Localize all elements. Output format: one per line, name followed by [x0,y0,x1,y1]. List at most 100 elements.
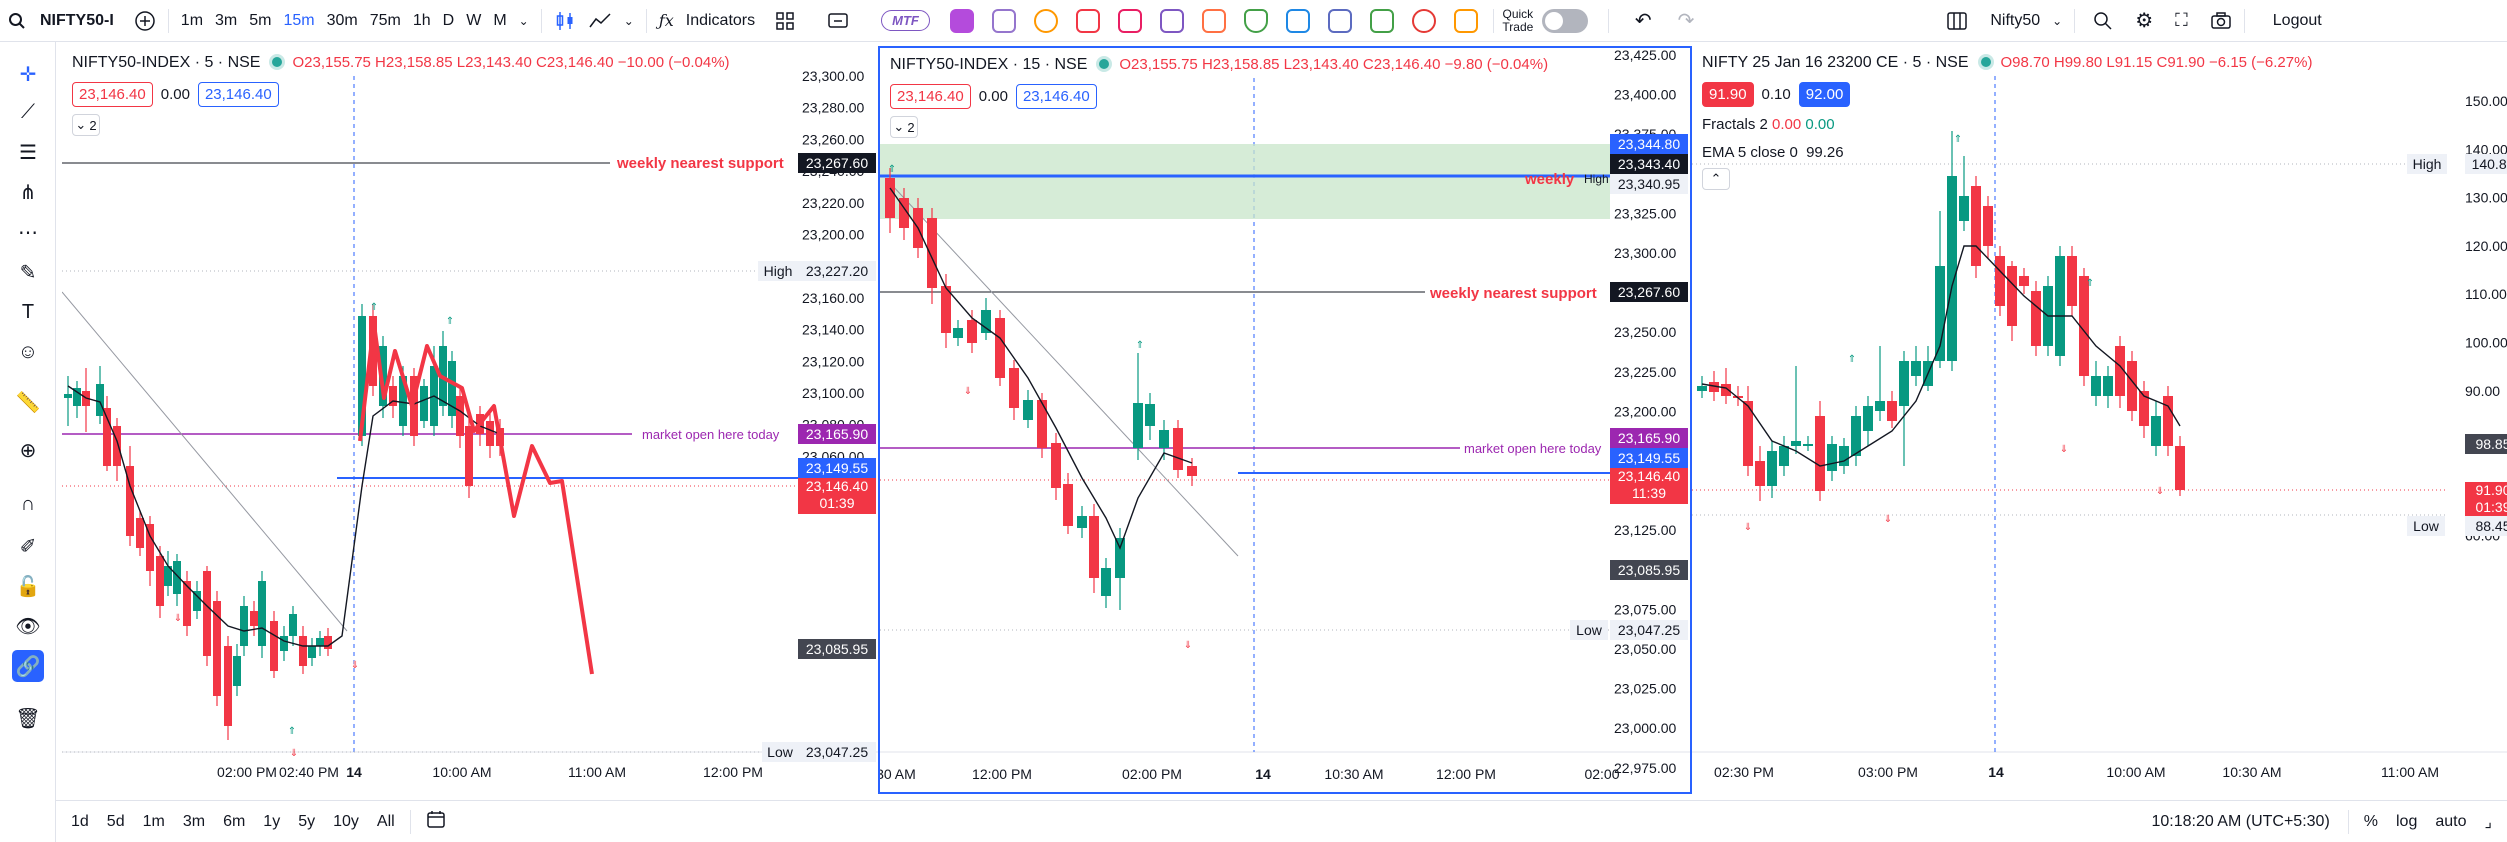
interval-5m[interactable]: 5m [249,11,272,29]
chart-panel-1[interactable]: 23,300.0023,280.0023,260.0023,240.0023,2… [62,46,878,794]
magnet-icon[interactable]: ∩ [20,492,36,515]
chevron-down-icon[interactable]: ⌄ [2052,13,2063,28]
horizontal-lines-icon[interactable]: ☰ [19,141,37,164]
range-6m[interactable]: 6m [223,812,246,830]
interval-75m[interactable]: 75m [369,11,401,29]
mtf-button[interactable]: MTF [875,5,936,37]
collapse-indicators-button[interactable]: ⌄ 2 [72,114,100,136]
percent-scale-toggle[interactable]: % [2363,812,2378,830]
text-icon[interactable]: T [21,300,35,323]
candle [233,656,241,686]
calendar-icon[interactable] [1117,8,1142,33]
quick-trade-toggle[interactable] [1541,8,1588,33]
emoji-icon[interactable]: ☺ [17,340,39,363]
buy-button[interactable]: 92.00 [1798,82,1851,107]
undo-icon[interactable]: ↶ [1634,10,1652,32]
eye-icon[interactable]: 👁 [15,615,41,638]
shield-icon[interactable] [1243,8,1268,33]
arrows-icon[interactable] [1159,8,1184,33]
symbol-title[interactable]: NIFTY50-INDEX · 15 · NSE [890,56,1088,73]
interval-w[interactable]: W [466,11,482,29]
symbol-search-field[interactable]: NIFTY50-I [40,11,114,29]
sell-button[interactable]: 23,146.40 [72,82,153,107]
zoom-in-icon[interactable]: ⊕ [19,439,37,462]
orange-coin-icon[interactable] [1033,8,1058,33]
lock-icon[interactable]: 🔓 [15,575,41,598]
calendar-goto-icon[interactable] [417,809,455,834]
chevron-down-icon[interactable]: ⌄ [518,13,529,28]
range-all[interactable]: All [376,812,395,830]
purple-app-icon[interactable] [949,8,974,33]
range-1d[interactable]: 1d [71,812,89,830]
redo-icon[interactable]: ↷ [1677,10,1695,32]
add-symbol-icon[interactable] [128,5,162,37]
range-1y[interactable]: 1y [263,812,281,830]
candle [456,396,464,436]
basket-icon[interactable] [1201,8,1226,33]
collapse-indicators-button[interactable]: ⌃ [1702,168,1730,190]
ticket-icon[interactable] [1453,8,1478,33]
clock-display[interactable]: 10:18:20 AM (UTC+5:30) [2151,812,2330,830]
symbol-title[interactable]: NIFTY 25 Jan 16 23200 CE · 5 · NSE [1702,54,1969,71]
layout-grid-icon[interactable] [769,5,801,37]
trash-icon[interactable]: 🗑 [15,707,41,730]
settings-icon[interactable]: ⚙ [2135,10,2154,32]
chevron-down-icon[interactable]: ⌄ [623,13,634,28]
alert-icon[interactable] [821,5,855,37]
pencil-lock-icon[interactable]: ✐ [19,535,37,558]
interval-3m[interactable]: 3m [215,11,238,29]
interval-1m[interactable]: 1m [180,11,204,29]
buy-button[interactable]: 23,146.40 [1015,84,1097,109]
candles-chart-type-icon[interactable] [548,5,582,37]
interval-15m[interactable]: 15m [283,11,315,29]
exit-icon[interactable] [1075,8,1100,33]
auto-scale-toggle[interactable]: auto [2435,812,2467,830]
trend-line-icon[interactable]: ⟋ [21,100,35,123]
line-chart-icon[interactable] [582,5,618,37]
chart-panel-3[interactable]: 150.00 140.00 130.00 120.00 110.00 100.00 90.0… [1692,46,2507,794]
watchlist-select[interactable]: Nifty50 [1990,11,2041,29]
fractals-indicator-legend[interactable]: Fractals 2 0.00 0.00 [1702,116,1835,133]
logout-button[interactable]: Logout [2272,11,2322,29]
trend-icon[interactable] [1285,8,1310,33]
log-scale-toggle[interactable]: log [2396,812,2418,830]
symbol-title[interactable]: NIFTY50-INDEX · 5 · NSE [72,54,261,71]
range-1m[interactable]: 1m [142,812,165,830]
interval-d[interactable]: D [442,11,455,29]
interval-1h[interactable]: 1h [412,11,431,29]
sell-button[interactable]: 23,146.40 [890,84,971,109]
chart-panel-2[interactable]: 23,425.0023,400.0023,375.0023,350.0023,3… [878,46,1692,794]
low-label-bg [2407,516,2445,536]
candle [2007,266,2017,326]
interval-m[interactable]: M [493,11,507,29]
search-icon[interactable] [0,5,32,37]
zoom-icon[interactable] [2087,5,2119,37]
settings-alert-icon[interactable] [1411,8,1436,33]
divider [540,8,542,33]
sell-button[interactable]: 91.90 [1702,82,1754,107]
pitchfork-icon[interactable]: ⋔ [19,181,37,204]
range-10y[interactable]: 10y [333,812,359,830]
camera-icon[interactable] [2204,5,2238,37]
indicators-icon[interactable]: ƒx [658,11,674,30]
interval-30m[interactable]: 30m [326,11,358,29]
layout-panels-icon[interactable] [1940,5,1974,37]
buy-button[interactable]: 23,146.40 [197,82,279,107]
price-tick-label: 23,225.00 [1614,364,1676,380]
link-icon[interactable]: 🔗 [12,650,44,682]
range-5y[interactable]: 5y [298,812,316,830]
brush-icon[interactable]: ✎ [19,261,37,284]
range-5d[interactable]: 5d [106,812,125,830]
ruler-icon[interactable]: 📏 [15,391,41,414]
crosshair-icon[interactable]: ✛ [19,63,37,86]
scan-icon[interactable] [1327,8,1352,33]
fullscreen-icon[interactable]: ⛶ [2175,10,2188,30]
range-3m[interactable]: 3m [182,812,206,830]
bar-chart-icon[interactable] [1369,8,1394,33]
patterns-icon[interactable]: ⋯ [18,221,38,244]
collapse-indicators-button[interactable]: ⌄ 2 [890,116,918,138]
chart-grid-icon[interactable] [991,8,1016,33]
ema-indicator-legend[interactable]: EMA 5 close 0 99.26 [1702,144,1844,161]
expand-icon[interactable]: ⌟ [2484,813,2493,831]
indicators-button[interactable]: Indicators [685,11,756,29]
